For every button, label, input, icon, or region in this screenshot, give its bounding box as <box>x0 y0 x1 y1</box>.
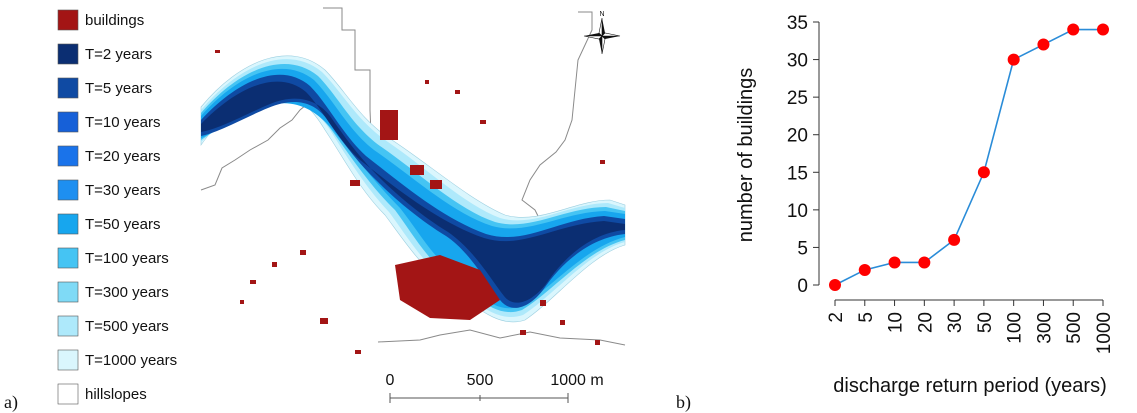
legend-label: T=100 years <box>85 250 169 267</box>
y-tick-label: 5 <box>797 238 808 259</box>
x-tick-label: 50 <box>975 312 996 333</box>
legend-swatch <box>57 111 79 133</box>
flood-map: N <box>200 7 626 354</box>
x-tick-label: 300 <box>1034 312 1055 344</box>
data-point <box>977 166 990 179</box>
legend-swatch <box>57 179 79 201</box>
legend-label: buildings <box>85 12 144 29</box>
legend-label: T=2 years <box>85 46 152 63</box>
legend-swatch <box>57 315 79 337</box>
data-point <box>1097 23 1109 36</box>
legend-swatch <box>57 281 79 303</box>
legend-swatch <box>57 145 79 167</box>
data-point <box>948 233 961 246</box>
y-tick-label: 0 <box>797 276 808 297</box>
scale-bar: 0 500 1000 m <box>386 372 604 403</box>
legend-label: T=300 years <box>85 284 169 301</box>
y-tick-label: 30 <box>787 51 808 72</box>
legend-swatch <box>57 77 79 99</box>
legend-label: T=30 years <box>85 182 160 199</box>
river-core <box>201 81 625 303</box>
x-tick-label: 5 <box>856 312 877 323</box>
y-tick-label: 20 <box>787 126 808 147</box>
legend-swatch <box>57 383 79 405</box>
x-tick-label: 20 <box>915 312 936 333</box>
map-legend: buildings T=2 years T=5 years T=10 years T=2… <box>57 9 177 405</box>
data-point <box>1037 38 1050 51</box>
x-tick-label: 2 <box>826 312 847 323</box>
y-tick-label: 25 <box>787 88 808 109</box>
data-point <box>829 279 841 291</box>
map-panel: buildings T=2 years T=5 years T=10 years T=2… <box>4 7 626 413</box>
x-tick-label: 30 <box>945 312 966 333</box>
data-point <box>1007 53 1020 66</box>
x-axis-title: discharge return period (years) <box>833 375 1106 397</box>
north-arrow-icon: N <box>583 11 621 55</box>
panel-a-label: a) <box>4 392 18 413</box>
scale-label-1000: 1000 m <box>550 372 603 389</box>
y-axis-title: number of buildings <box>735 68 757 243</box>
x-tick-label: 100 <box>1005 312 1026 344</box>
y-tick-label: 35 <box>787 13 808 34</box>
series-line <box>834 28 1103 286</box>
legend-label: T=10 years <box>85 114 160 131</box>
legend-label: T=5 years <box>85 80 152 97</box>
x-tick-label: 10 <box>886 312 907 333</box>
data-point <box>1067 23 1080 36</box>
legend-swatch <box>57 247 79 269</box>
data-point <box>888 256 901 269</box>
legend-label: T=50 years <box>85 216 160 233</box>
legend-swatch <box>57 9 79 31</box>
data-point <box>858 263 871 276</box>
scale-label-500: 500 <box>467 372 494 389</box>
x-tick-label: 500 <box>1064 312 1085 344</box>
legend-swatch <box>57 349 79 371</box>
legend-swatch <box>57 43 79 65</box>
legend-swatch <box>57 213 79 235</box>
buildings <box>215 50 605 354</box>
legend-label: T=500 years <box>85 318 169 335</box>
north-label: N <box>599 11 604 18</box>
panel-b-label: b) <box>676 392 691 413</box>
data-point <box>918 256 931 269</box>
legend-label: T=20 years <box>85 148 160 165</box>
x-tick-label: 1000 <box>1094 312 1115 354</box>
scale-label-0: 0 <box>386 372 395 389</box>
y-tick-label: 15 <box>787 163 808 184</box>
y-tick-label: 10 <box>787 201 808 222</box>
legend-label: hillslopes <box>85 386 147 403</box>
legend-label: T=1000 years <box>85 352 177 369</box>
